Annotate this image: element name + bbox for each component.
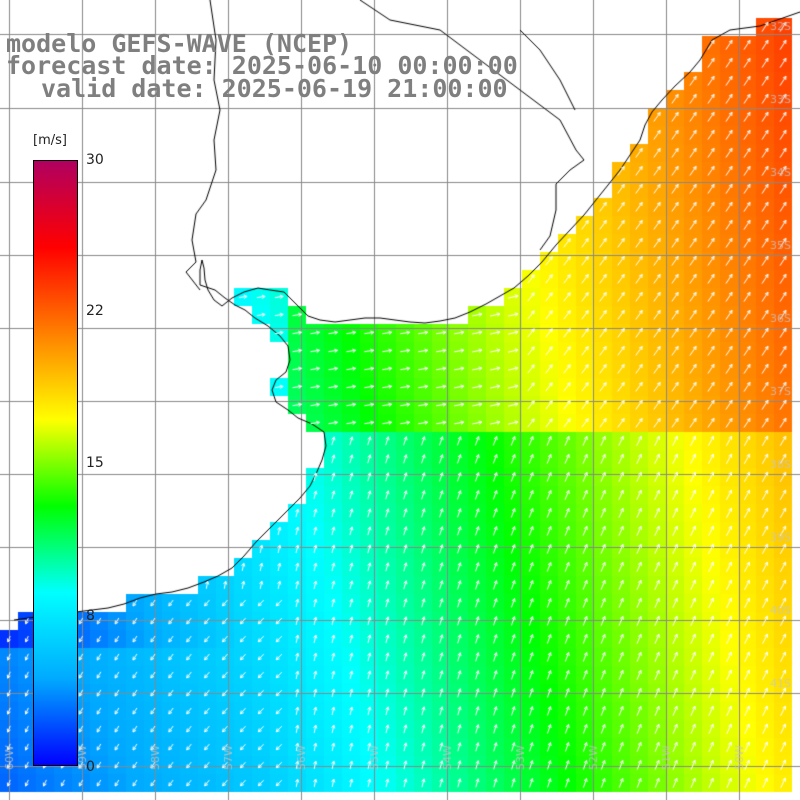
- colorbar-unit: [m/s]: [33, 133, 67, 148]
- title-forecast-date: forecast date: 2025-06-10 00:00:00: [6, 51, 518, 80]
- colorbar-tick: 22: [86, 303, 104, 319]
- title-valid-date: valid date: 2025-06-19 21:00:00: [41, 74, 508, 103]
- colorbar-tick: 8: [86, 608, 95, 624]
- colorbar: [33, 160, 78, 766]
- colorbar-tick: 0: [86, 759, 95, 775]
- colorbar-tick: 30: [86, 152, 104, 168]
- colorbar-tick: 15: [86, 455, 104, 471]
- title-model: modelo GEFS-WAVE (NCEP): [6, 29, 353, 58]
